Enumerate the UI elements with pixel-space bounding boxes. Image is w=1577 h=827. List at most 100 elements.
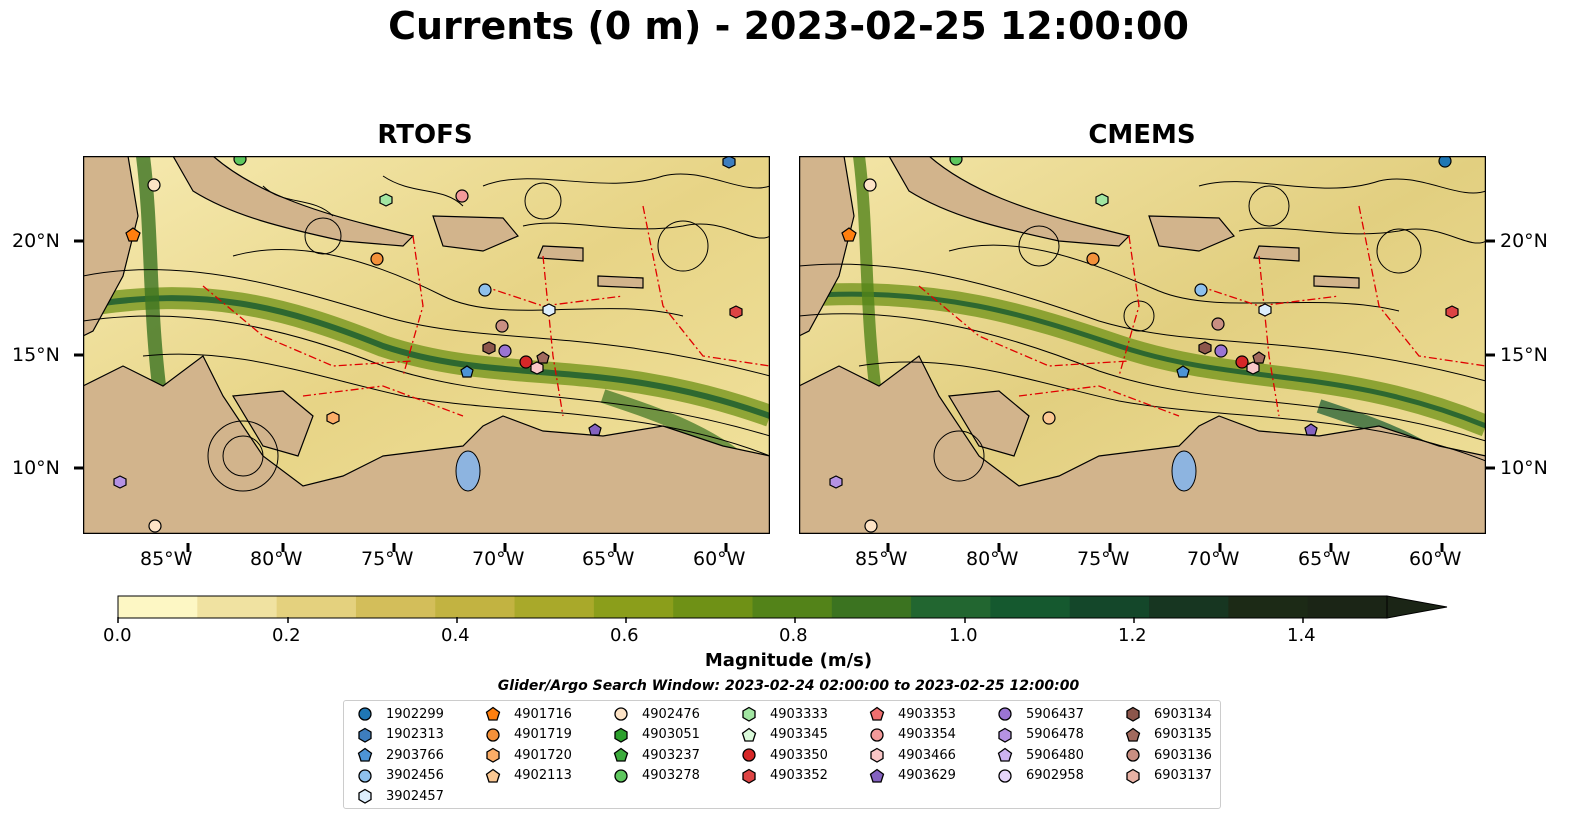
legend-label: 4903333 (770, 706, 828, 722)
legend-item: 5906437 (996, 705, 1084, 723)
legend-label: 5906480 (1026, 747, 1084, 763)
panel-title-rtofs: RTOFS (377, 120, 473, 150)
lon-label: 65°W (1298, 548, 1351, 570)
colorbar-segment (1069, 596, 1150, 618)
colorbar-tick-label: 1.2 (1118, 625, 1147, 646)
search-window-text: Glider/Argo Search Window: 2023-02-24 02… (497, 678, 1080, 694)
circle-marker-icon (614, 769, 628, 783)
legend-item: 4903466 (868, 746, 956, 764)
legend-item: 4903345 (740, 726, 828, 744)
lake-maracaibo (455, 450, 481, 492)
legend-item: 4902476 (612, 705, 700, 723)
legend-label: 4903352 (770, 768, 828, 784)
legend-label: 4903466 (898, 747, 956, 763)
legend-label: 2903766 (386, 747, 444, 763)
lon-label: 80°W (966, 548, 1019, 570)
legend-label: 4903237 (642, 747, 700, 763)
pentagon-marker-icon (741, 727, 757, 742)
pentagon-marker-icon (357, 747, 373, 762)
legend-label: 1902313 (386, 727, 444, 743)
map-frame (799, 156, 1486, 534)
hexagon-marker-icon (358, 789, 372, 805)
legend-label: 4903629 (898, 768, 956, 784)
colorbar-segment (118, 596, 198, 618)
lon-label: 60°W (1409, 548, 1462, 570)
lake-maracaibo (1171, 450, 1197, 492)
legend-label: 4903345 (770, 727, 828, 743)
colorbar-segment (1307, 596, 1388, 618)
circle-marker-icon (742, 748, 756, 762)
legend-label: 3902456 (386, 768, 444, 784)
eez-boundaries (202, 205, 770, 417)
legend-item: 4901720 (484, 746, 572, 764)
float-markers (829, 156, 1459, 533)
lon-label: 80°W (250, 548, 303, 570)
float-markers (113, 156, 743, 533)
legend-item: 4903629 (868, 767, 956, 785)
legend-item: 4903051 (612, 726, 700, 744)
legend-item: 6902958 (996, 767, 1084, 785)
colorbar (117, 595, 1448, 619)
hexagon-marker-icon (486, 747, 500, 763)
lat-label: 20°N (1500, 230, 1548, 252)
legend-label: 4902113 (514, 768, 572, 784)
legend-label: 4901716 (514, 706, 572, 722)
colorbar-title: Magnitude (m/s) (704, 650, 873, 671)
legend-item: 4902113 (484, 767, 572, 785)
colorbar-segment (911, 596, 991, 618)
legend-item: 6903134 (1124, 705, 1212, 723)
legend-item: 1902299 (356, 705, 444, 723)
legend-item: 6903135 (1124, 726, 1212, 744)
legend-item: 3902456 (356, 767, 444, 785)
colorbar-frame (117, 595, 1388, 619)
colorbar-segment (435, 596, 516, 618)
colorbar-tick-label: 1.4 (1287, 625, 1316, 646)
colorbar-segment (673, 596, 753, 618)
axis-ticks (74, 239, 1495, 552)
legend-label: 6903136 (1154, 747, 1212, 763)
legend-item: 5906478 (996, 726, 1084, 744)
hexagon-marker-icon (742, 706, 756, 722)
hexagon-marker-icon (870, 747, 884, 763)
legend-item: 4903352 (740, 767, 828, 785)
legend-label: 5906478 (1026, 727, 1084, 743)
legend-label: 4903350 (770, 747, 828, 763)
legend-label: 6903134 (1154, 706, 1212, 722)
pentagon-marker-icon (613, 747, 629, 762)
legend-item: 6903137 (1124, 767, 1212, 785)
colorbar-segment (752, 596, 833, 618)
legend-label: 4902476 (642, 706, 700, 722)
lon-label: 60°W (693, 548, 746, 570)
legend: 1902299 1902313 2903766 3902456 3902457 49017… (343, 700, 1221, 809)
colorbar-segment (197, 596, 278, 618)
legend-item: 5906480 (996, 746, 1084, 764)
pentagon-marker-icon (997, 747, 1013, 762)
lat-label: 20°N (12, 230, 60, 252)
legend-label: 6903137 (1154, 768, 1212, 784)
legend-label: 1902299 (386, 706, 444, 722)
streamlines (83, 173, 770, 492)
legend-item: 4903333 (740, 705, 828, 723)
main-title: Currents (0 m) - 2023-02-25 12:00:00 (388, 4, 1189, 48)
circle-marker-icon (1126, 748, 1140, 762)
circle-marker-icon (358, 769, 372, 783)
lon-label: 75°W (1077, 548, 1130, 570)
colorbar-segment (990, 596, 1071, 618)
colorbar-extend-arrow (1386, 595, 1448, 619)
legend-label: 4901719 (514, 727, 572, 743)
land (83, 156, 770, 534)
pentagon-marker-icon (485, 706, 501, 721)
legend-item: 3902457 (356, 787, 444, 805)
legend-label: 4903353 (898, 706, 956, 722)
legend-item: 2903766 (356, 746, 444, 764)
legend-item: 1902313 (356, 726, 444, 744)
pentagon-marker-icon (869, 706, 885, 721)
legend-item: 6903136 (1124, 746, 1212, 764)
colorbar-segment (1149, 596, 1229, 618)
colorbar-ticks (117, 617, 1304, 623)
lon-label: 70°W (472, 548, 525, 570)
legend-label: 5906437 (1026, 706, 1084, 722)
legend-label: 4903278 (642, 768, 700, 784)
hexagon-marker-icon (998, 727, 1012, 743)
colorbar-segment (593, 596, 674, 618)
